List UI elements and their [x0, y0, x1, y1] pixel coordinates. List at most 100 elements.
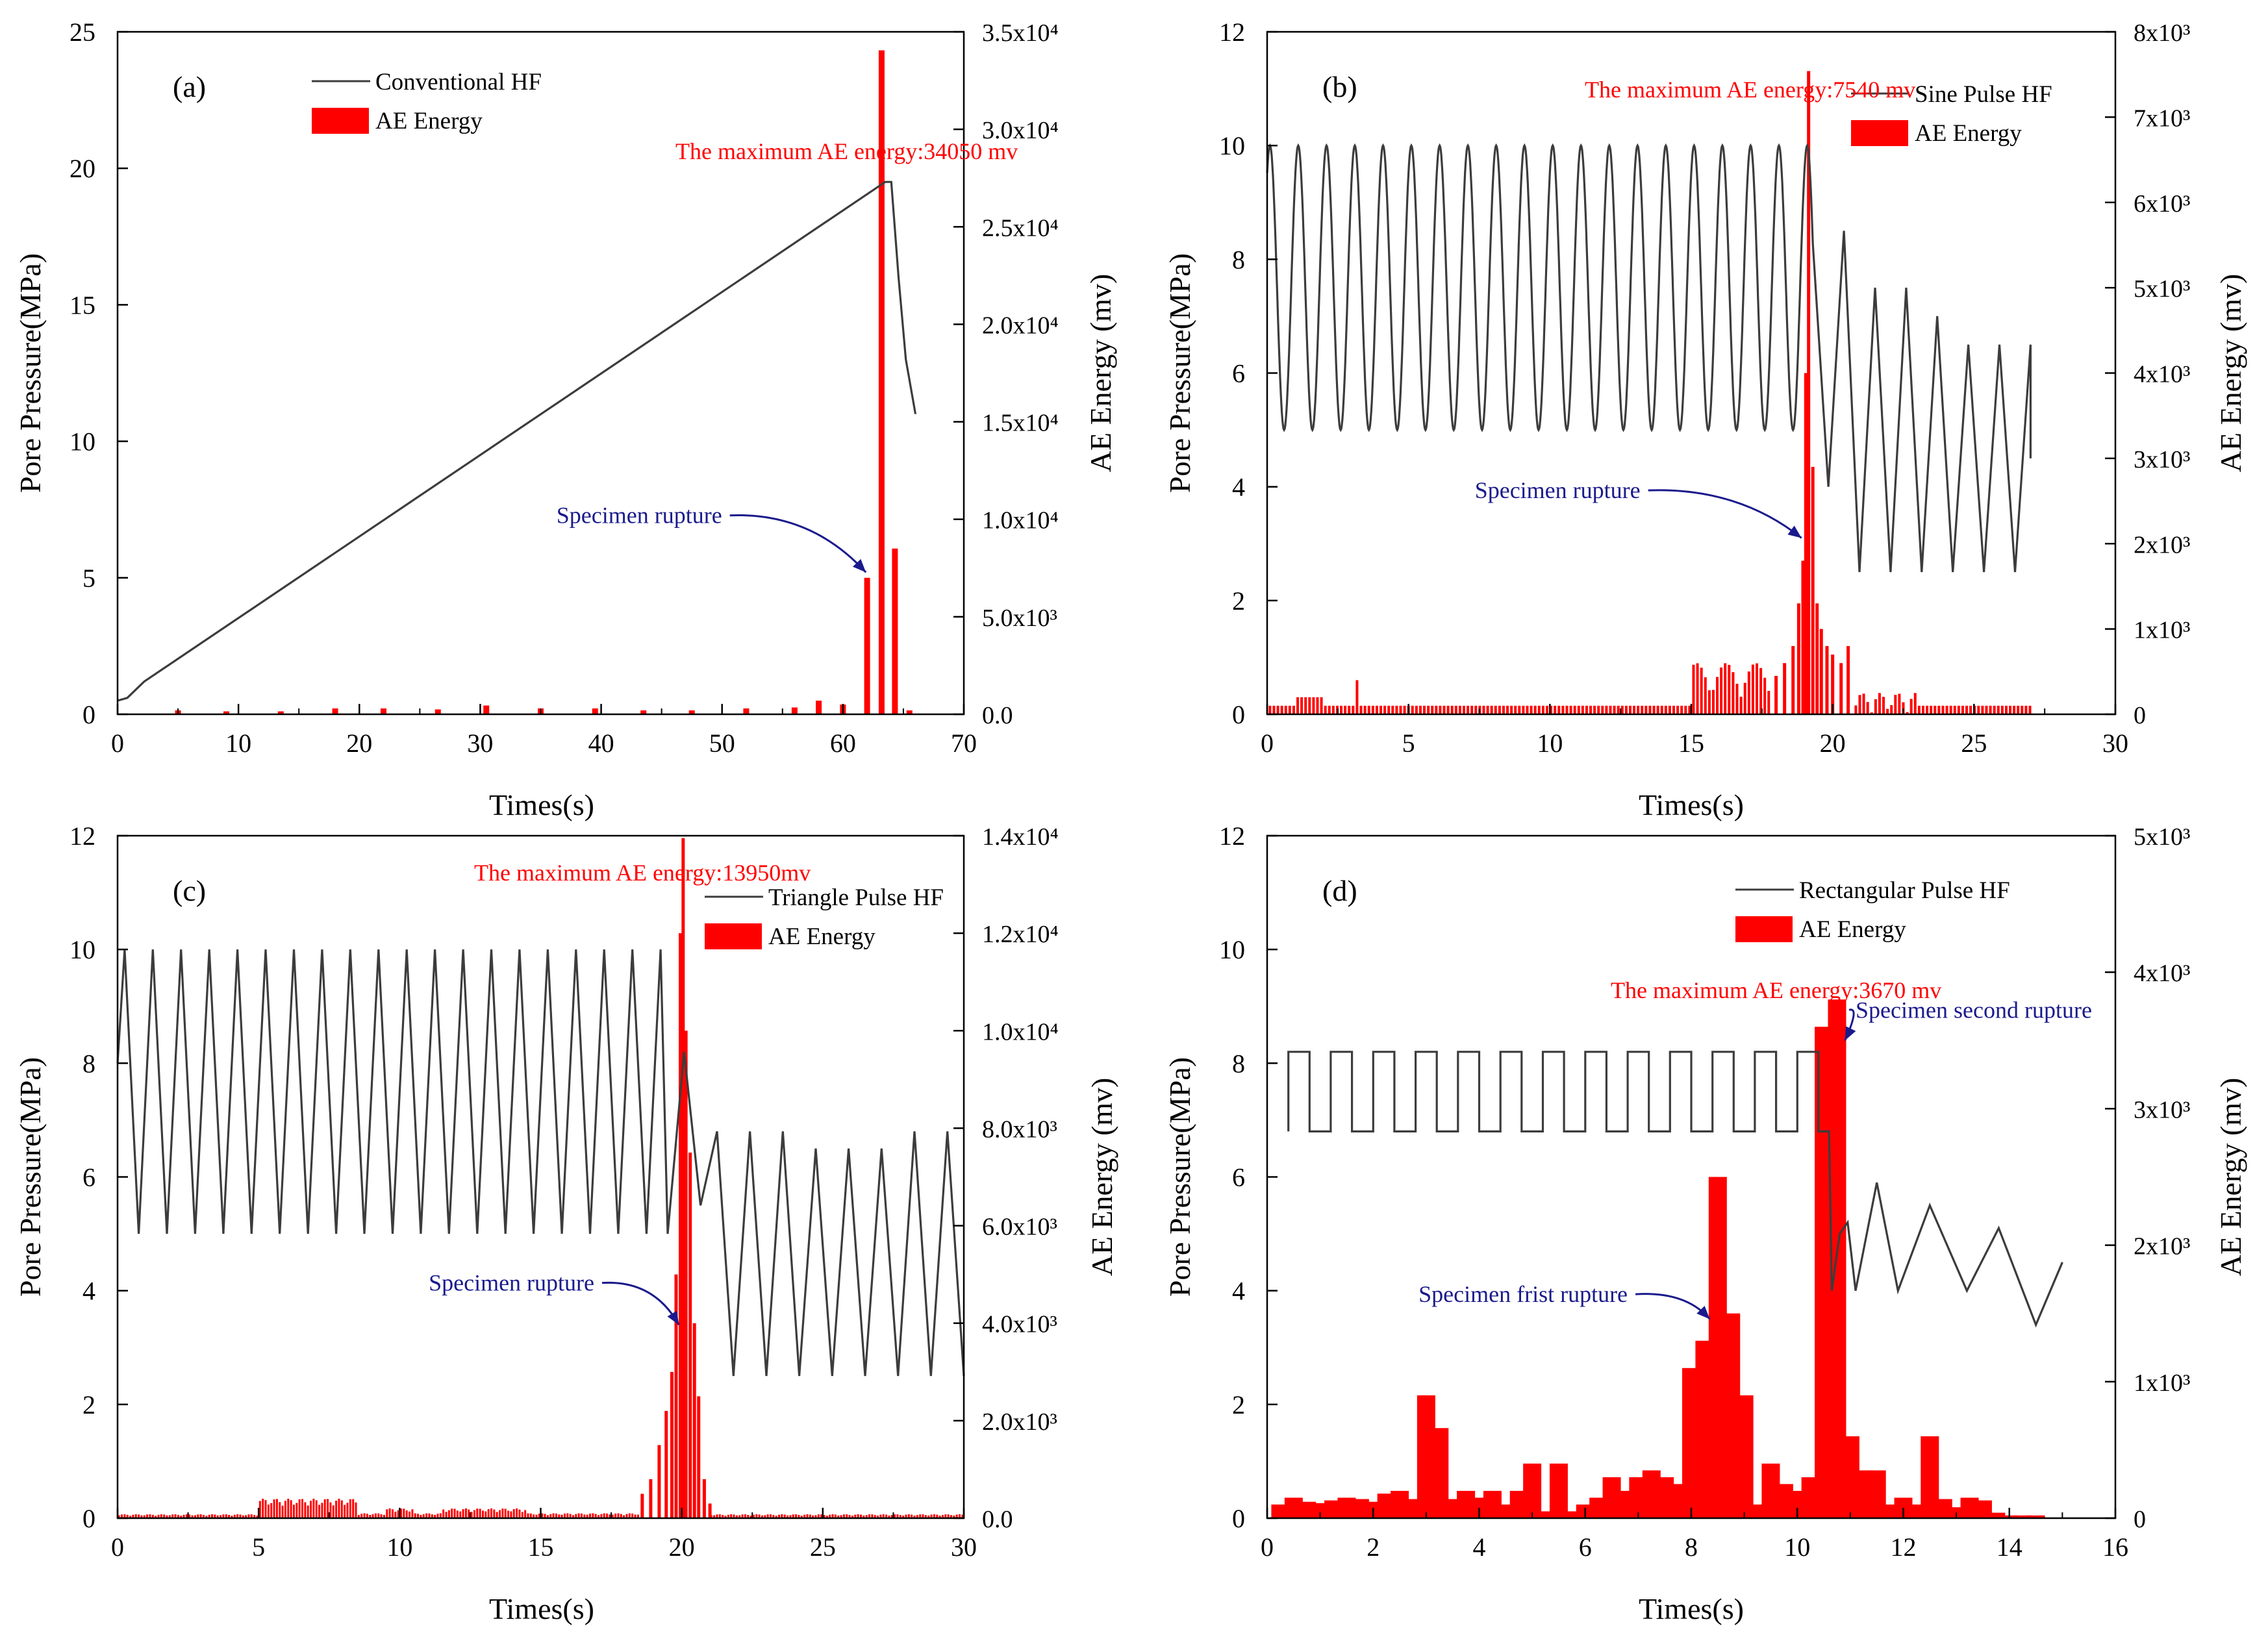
ae-bar	[1759, 668, 1763, 714]
ae-bar	[1791, 645, 1795, 714]
y-tick-label: 4	[82, 1277, 95, 1306]
x-tick-label: 5	[252, 1532, 265, 1562]
ae-bar	[222, 1514, 225, 1518]
ae-bar	[851, 1516, 853, 1518]
ae-bar	[281, 1505, 284, 1518]
ae-bar	[1909, 699, 1913, 714]
pressure-line	[117, 181, 917, 702]
ae-bar	[123, 1514, 126, 1518]
legend-bar-swatch	[705, 923, 762, 949]
ae-bar	[1870, 712, 1873, 714]
ae-bar	[292, 1505, 295, 1518]
ae-bar	[936, 1514, 939, 1518]
ae-bar	[512, 1509, 515, 1518]
ae-bar	[1739, 696, 1743, 714]
x-tick-label: 0	[1261, 1532, 1274, 1562]
ae-bar	[1450, 705, 1454, 714]
x-tick-label: 25	[810, 1532, 836, 1562]
ae-bar	[688, 710, 695, 714]
ae-bar	[1796, 603, 1800, 714]
ae-bar	[1620, 705, 1624, 714]
x-tick-label: 10	[225, 729, 251, 758]
ae-bar	[781, 1514, 783, 1518]
ae-bar	[697, 1396, 701, 1518]
ae-bar	[848, 1515, 851, 1518]
ae-bar	[256, 1516, 258, 1518]
ae-bar	[273, 1499, 275, 1518]
y-tick-label: 20	[69, 154, 95, 183]
ae-bar	[941, 1515, 944, 1518]
ae-bar	[205, 1516, 208, 1518]
ae-bar	[688, 1152, 692, 1518]
ae-bar	[279, 1502, 281, 1518]
ae-bar	[321, 1503, 323, 1518]
ae-bar	[1470, 705, 1474, 714]
ae-bar	[1641, 705, 1644, 714]
ae-bar	[678, 933, 682, 1518]
ae-bar	[907, 1514, 910, 1518]
ae-bar	[569, 1514, 572, 1518]
ae-bar	[1617, 705, 1620, 714]
ae-bar	[160, 1514, 162, 1518]
ae-bar	[1763, 677, 1767, 714]
x-tick-label: 20	[346, 729, 372, 758]
ae-bar	[1696, 663, 1699, 714]
ae-bar	[487, 1509, 490, 1518]
ae-bar	[902, 1515, 905, 1518]
ae-bar	[598, 1515, 600, 1518]
y2-tick-label: 1.4x10⁴	[982, 823, 1059, 851]
y-tick-label: 10	[69, 935, 95, 964]
ae-bar	[1732, 672, 1735, 714]
ae-bar	[657, 1445, 661, 1518]
ae-bar	[1656, 705, 1659, 714]
y-tick-label: 25	[69, 18, 95, 47]
ae-bar	[674, 1274, 678, 1518]
ae-bar	[188, 1514, 191, 1518]
ae-bar	[953, 1515, 955, 1518]
ae-bar	[301, 1499, 303, 1518]
ae-bar	[529, 1513, 532, 1518]
ae-bar	[783, 1514, 786, 1518]
ae-bar	[546, 1515, 549, 1518]
ae-bar	[1268, 705, 1272, 714]
ae-bar	[1711, 690, 1715, 714]
y-axis-label: Pore Pressure(MPa)	[1163, 253, 1196, 493]
ae-bar	[791, 707, 798, 714]
ae-bar	[344, 1505, 346, 1518]
y2-tick-label: 1.0x10⁴	[982, 1018, 1059, 1045]
ae-bar	[1700, 668, 1703, 714]
ae-bar	[1331, 705, 1335, 714]
ae-bar	[628, 1513, 631, 1518]
ae-bar	[877, 1516, 879, 1518]
ae-bar	[916, 1515, 918, 1518]
ae-bar	[1375, 705, 1378, 714]
ae-bar	[1688, 705, 1691, 714]
ae-bar	[594, 1514, 597, 1518]
ae-bar	[846, 1514, 848, 1518]
ae-bar	[1418, 705, 1422, 714]
ae-bar	[1363, 705, 1367, 714]
ae-bar	[1811, 467, 1815, 714]
ae-bar	[199, 1514, 202, 1518]
y2-tick-label: 0.0	[982, 1506, 1013, 1533]
ae-bar	[533, 1514, 535, 1518]
ae-bar	[769, 1514, 772, 1518]
ae-bar	[905, 1514, 907, 1518]
ae-bar	[428, 1513, 431, 1518]
ae-bar	[1825, 645, 1829, 714]
ae-bar	[1878, 693, 1881, 714]
ae-bar	[1518, 705, 1521, 714]
ae-bar	[1637, 705, 1640, 714]
chart-panel-c: 0 5 10 15 20 25 30 0 2 4 6 8 10 12 0.0 2.0x10³ 4.0x10³ 6.…	[14, 821, 1118, 1625]
y2-tick-label: 8x10³	[2134, 19, 2190, 47]
ae-bar	[174, 1514, 177, 1518]
ae-bar	[394, 1512, 397, 1518]
ae-bar	[1751, 664, 1754, 714]
ae-bar	[1272, 705, 1276, 714]
ae-bar	[854, 1514, 857, 1518]
ae-bar	[563, 1513, 566, 1518]
ae-bar	[397, 1510, 399, 1518]
ae-bar	[507, 1510, 510, 1518]
ae-bar	[1882, 697, 1885, 714]
x-tick-label: 10	[1784, 1532, 1810, 1562]
